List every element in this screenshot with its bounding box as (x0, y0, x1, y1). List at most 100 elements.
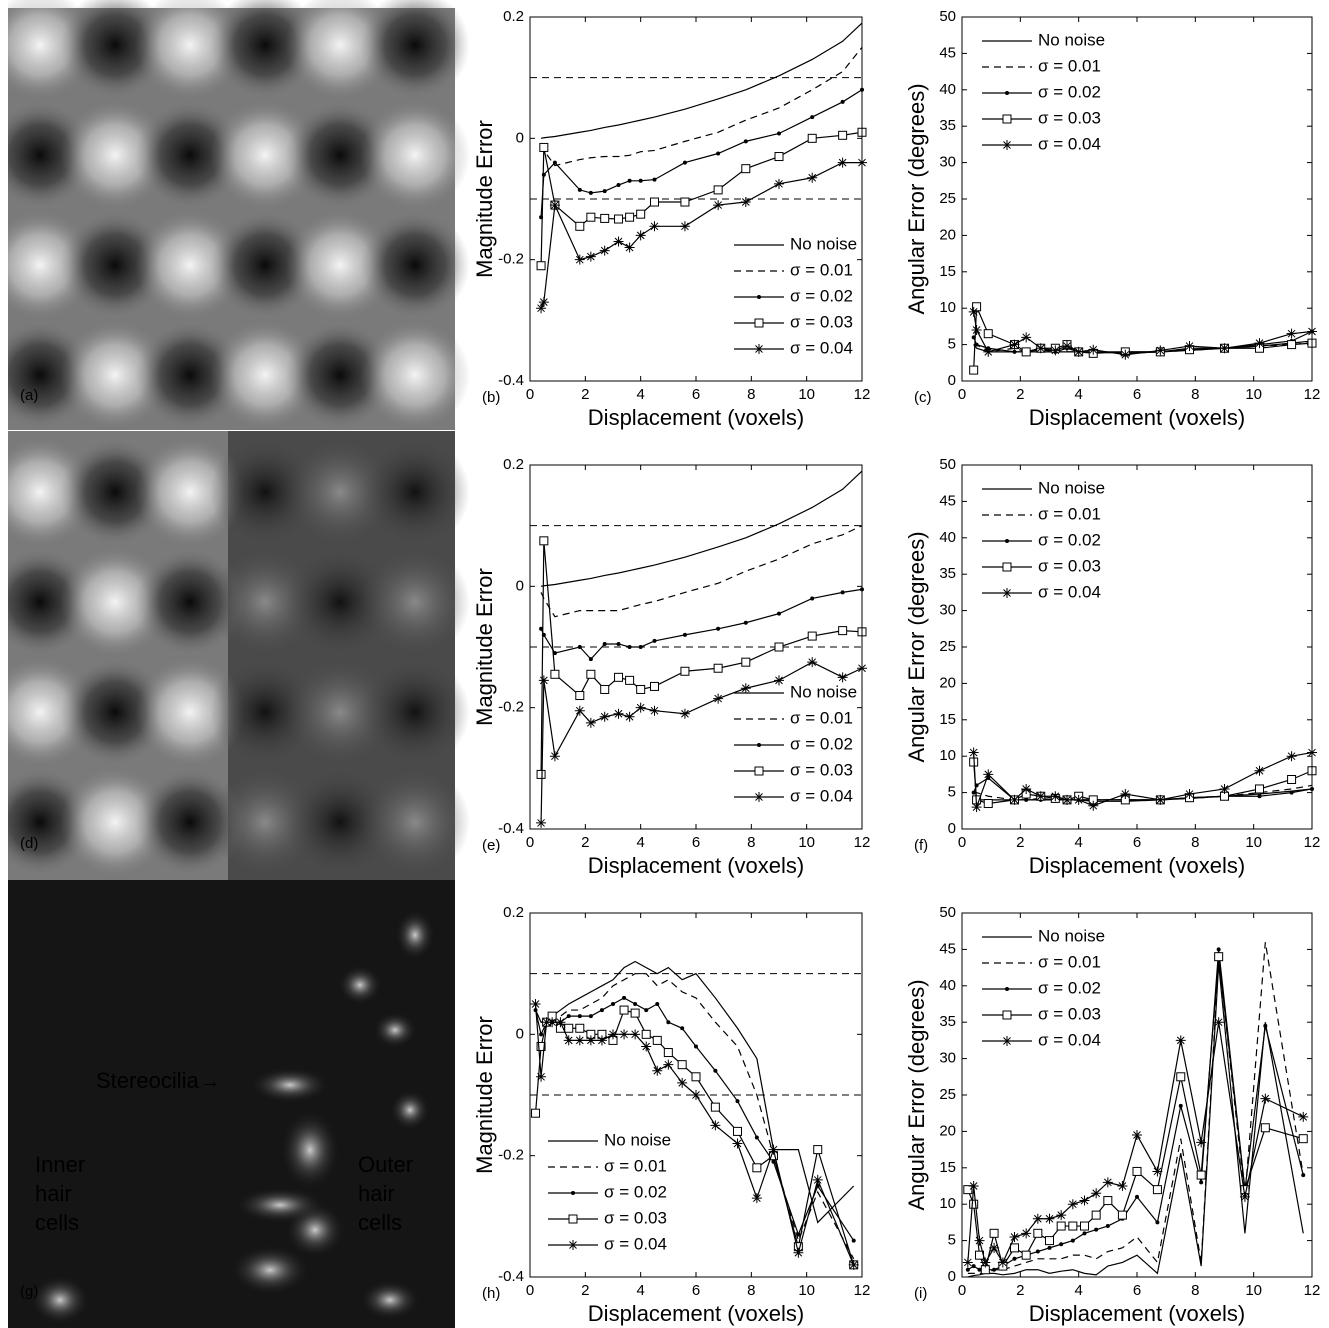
marker (1062, 341, 1072, 352)
marker (677, 1077, 688, 1088)
marker (969, 365, 979, 375)
marker (1155, 1220, 1160, 1225)
marker (1035, 343, 1046, 354)
marker (536, 1071, 547, 1082)
marker (1047, 1245, 1052, 1250)
marker (636, 209, 646, 219)
marker (810, 596, 815, 601)
x-tick-label: 0 (958, 1282, 966, 1299)
marker (1002, 140, 1012, 150)
y-tick-label: 5 (948, 784, 956, 801)
marker (968, 747, 979, 758)
legend-label: σ = 0.04 (1038, 134, 1101, 153)
x-tick-label: 2 (581, 386, 589, 403)
marker (1002, 1036, 1012, 1046)
x-tick-label: 8 (747, 834, 755, 851)
marker (1254, 765, 1265, 776)
blob (360, 100, 470, 210)
marker (599, 1008, 604, 1013)
legend-label: σ = 0.04 (604, 1234, 667, 1253)
x-tick-label: 10 (798, 386, 815, 403)
marker (1091, 1210, 1101, 1220)
marker (1152, 1166, 1163, 1177)
annotation: cells (358, 1210, 402, 1235)
marker (1002, 562, 1012, 572)
y-tick-label: 40 (939, 529, 956, 546)
y-tick-label: 0 (516, 577, 524, 594)
marker (1024, 797, 1029, 802)
x-tick-label: 4 (636, 834, 644, 851)
marker (754, 318, 764, 328)
x-tick-label: 4 (1074, 1282, 1082, 1299)
y-tick-label: 0 (516, 129, 524, 146)
marker (851, 1238, 856, 1243)
marker (636, 684, 646, 694)
marker (1102, 1177, 1113, 1188)
marker (1257, 794, 1262, 799)
x-axis-label: Displacement (voxels) (588, 1301, 804, 1326)
y-tick-label: 10 (939, 299, 956, 316)
marker (608, 1029, 618, 1040)
x-tick-label: 8 (747, 1282, 755, 1299)
x-tick-label: 12 (854, 834, 871, 851)
y-tick-label: -0.4 (498, 820, 524, 837)
marker (680, 1026, 685, 1031)
marker (1298, 1134, 1308, 1144)
x-tick-label: 12 (854, 386, 871, 403)
marker (571, 1191, 575, 1195)
marker (541, 1017, 552, 1028)
marker (1216, 947, 1221, 952)
marker (741, 164, 751, 174)
marker (585, 1035, 596, 1046)
x-tick-label: 6 (692, 386, 700, 403)
marker (980, 1257, 991, 1268)
marker (807, 133, 817, 143)
marker (677, 1060, 687, 1070)
legend-label: σ = 0.03 (1038, 108, 1101, 127)
legend-label: No noise (1038, 926, 1105, 945)
legend-label: No noise (1038, 478, 1105, 497)
y-tick-label: 35 (939, 565, 956, 582)
annotation: hair (358, 1181, 395, 1206)
marker (1021, 783, 1032, 794)
panel-label: (f) (914, 837, 928, 854)
marker (732, 1138, 743, 1149)
marker (1196, 1170, 1206, 1180)
marker (971, 802, 982, 813)
y-tick-label: 20 (939, 1122, 956, 1139)
marker (838, 130, 848, 140)
legend-label: No noise (604, 1130, 671, 1149)
marker (602, 641, 607, 646)
y-tick-label: 15 (939, 263, 956, 280)
marker (619, 1005, 629, 1015)
y-tick-label: -0.2 (498, 1147, 524, 1164)
marker (1184, 789, 1195, 800)
x-tick-label: 12 (1304, 386, 1321, 403)
marker (1009, 794, 1020, 805)
marker (1002, 1010, 1012, 1020)
marker (1062, 794, 1072, 805)
marker (716, 626, 721, 631)
image-g (8, 880, 455, 1328)
chart: 0 2 4 6 8 10 12 -0.4 -0.2 0 0.2 Displacement (voxel… (472, 904, 871, 1326)
marker (968, 306, 979, 317)
marker (971, 1264, 976, 1269)
marker (983, 346, 994, 357)
marker (974, 342, 979, 347)
marker (1263, 1023, 1268, 1028)
marker (812, 1174, 823, 1185)
marker (813, 1145, 823, 1155)
marker (1021, 1228, 1032, 1239)
marker (754, 344, 764, 354)
marker (549, 200, 560, 211)
legend-label: σ = 0.01 (1038, 56, 1101, 75)
marker (807, 631, 817, 641)
marker (1117, 1181, 1128, 1191)
x-tick-label: 0 (526, 834, 534, 851)
marker (613, 236, 624, 247)
marker (538, 675, 549, 686)
cell-glow (250, 1067, 330, 1103)
y-tick-label: 25 (939, 190, 956, 207)
marker (1005, 539, 1009, 543)
y-tick-label: 0 (948, 372, 956, 389)
